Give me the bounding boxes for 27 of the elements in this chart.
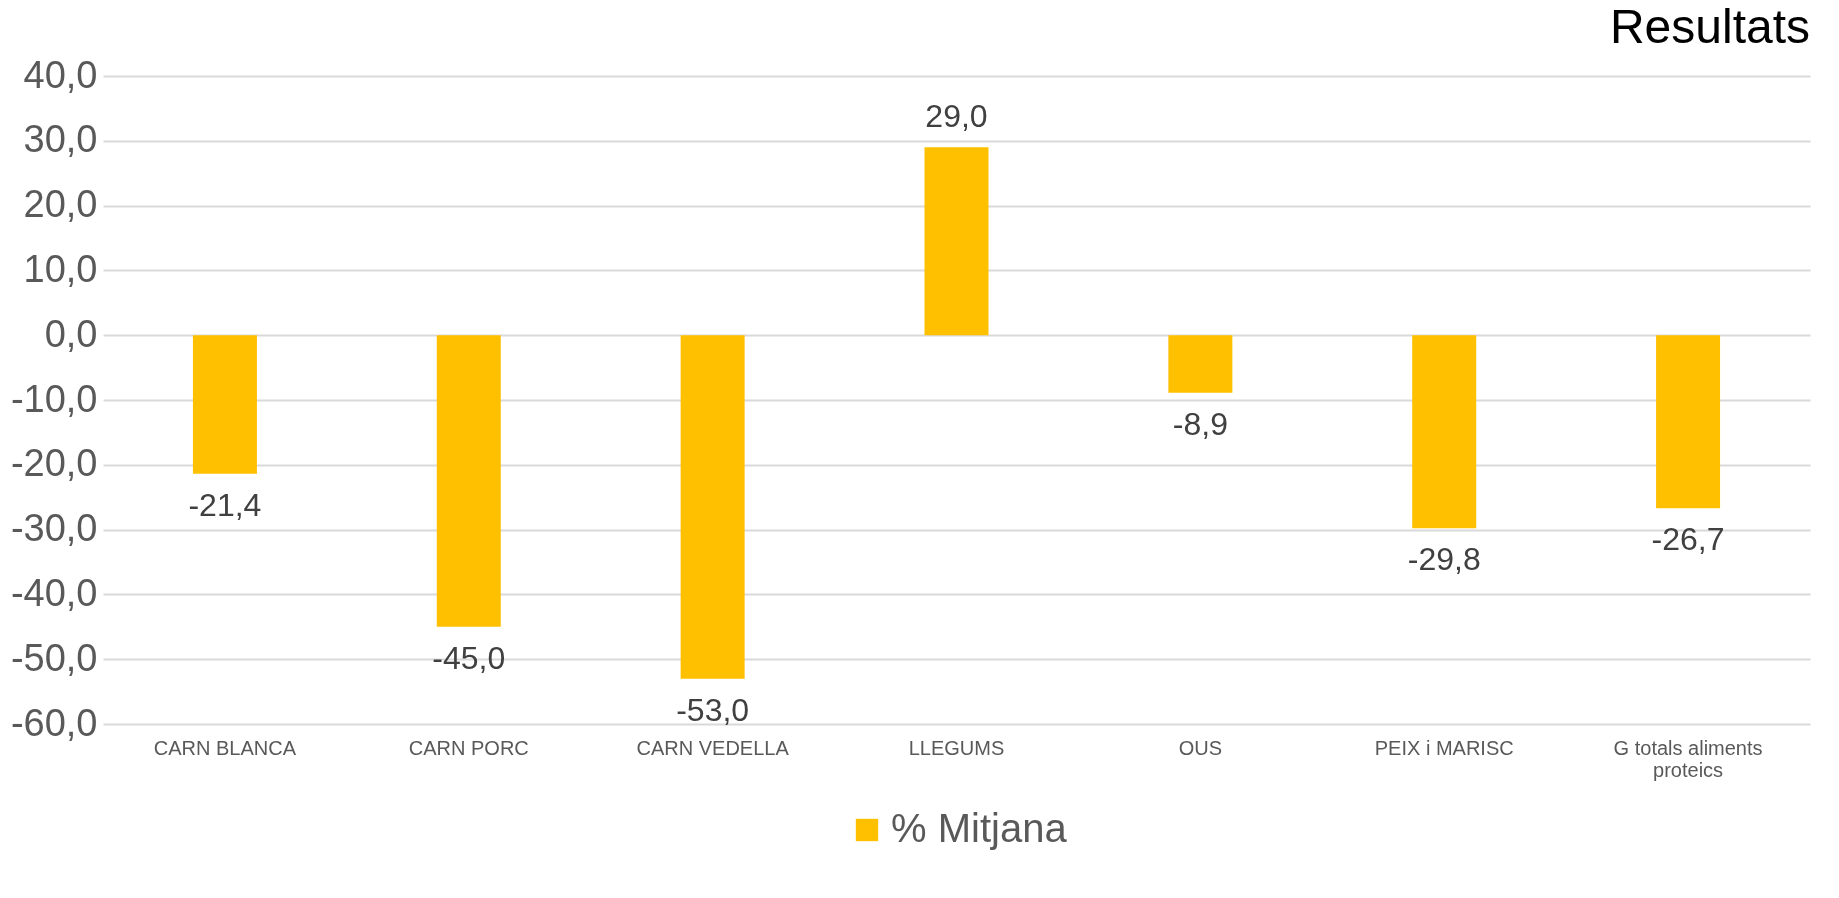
y-tick-label: 20,0 (23, 183, 98, 226)
x-tick-label: OUS (1178, 736, 1223, 759)
x-tick-label: G totals aliments proteics (1613, 736, 1763, 781)
chart-title: Resultats (1609, 0, 1810, 53)
data-label: -45,0 (432, 639, 506, 676)
legend-label: % Mitjana (891, 806, 1068, 850)
x-tick-label: PEIX i MARISC (1374, 736, 1514, 759)
data-label: -29,8 (1407, 541, 1481, 578)
data-label: -21,4 (188, 486, 262, 523)
y-tick-label: 10,0 (23, 247, 98, 290)
y-tick-label: -60,0 (10, 701, 98, 744)
x-tick-label: LLEGUMS (908, 736, 1005, 759)
y-tick-label: -40,0 (10, 571, 98, 614)
y-tick-label: -50,0 (10, 636, 98, 679)
data-label: -53,0 (676, 691, 750, 728)
data-label: 29,0 (925, 98, 988, 135)
x-tick-label: CARN BLANCA (153, 736, 297, 759)
data-label: -8,9 (1172, 405, 1228, 442)
y-tick-label: 30,0 (23, 118, 98, 161)
y-tick-label: -20,0 (10, 442, 98, 485)
y-tick-label: -10,0 (10, 377, 98, 420)
data-label: -26,7 (1651, 521, 1725, 558)
y-tick-label: 0,0 (44, 312, 98, 355)
y-tick-label: -30,0 (10, 507, 98, 550)
y-tick-label: 40,0 (23, 53, 98, 96)
x-tick-label: CARN PORC (408, 736, 529, 759)
x-tick-label: CARN VEDELLA (636, 736, 790, 759)
